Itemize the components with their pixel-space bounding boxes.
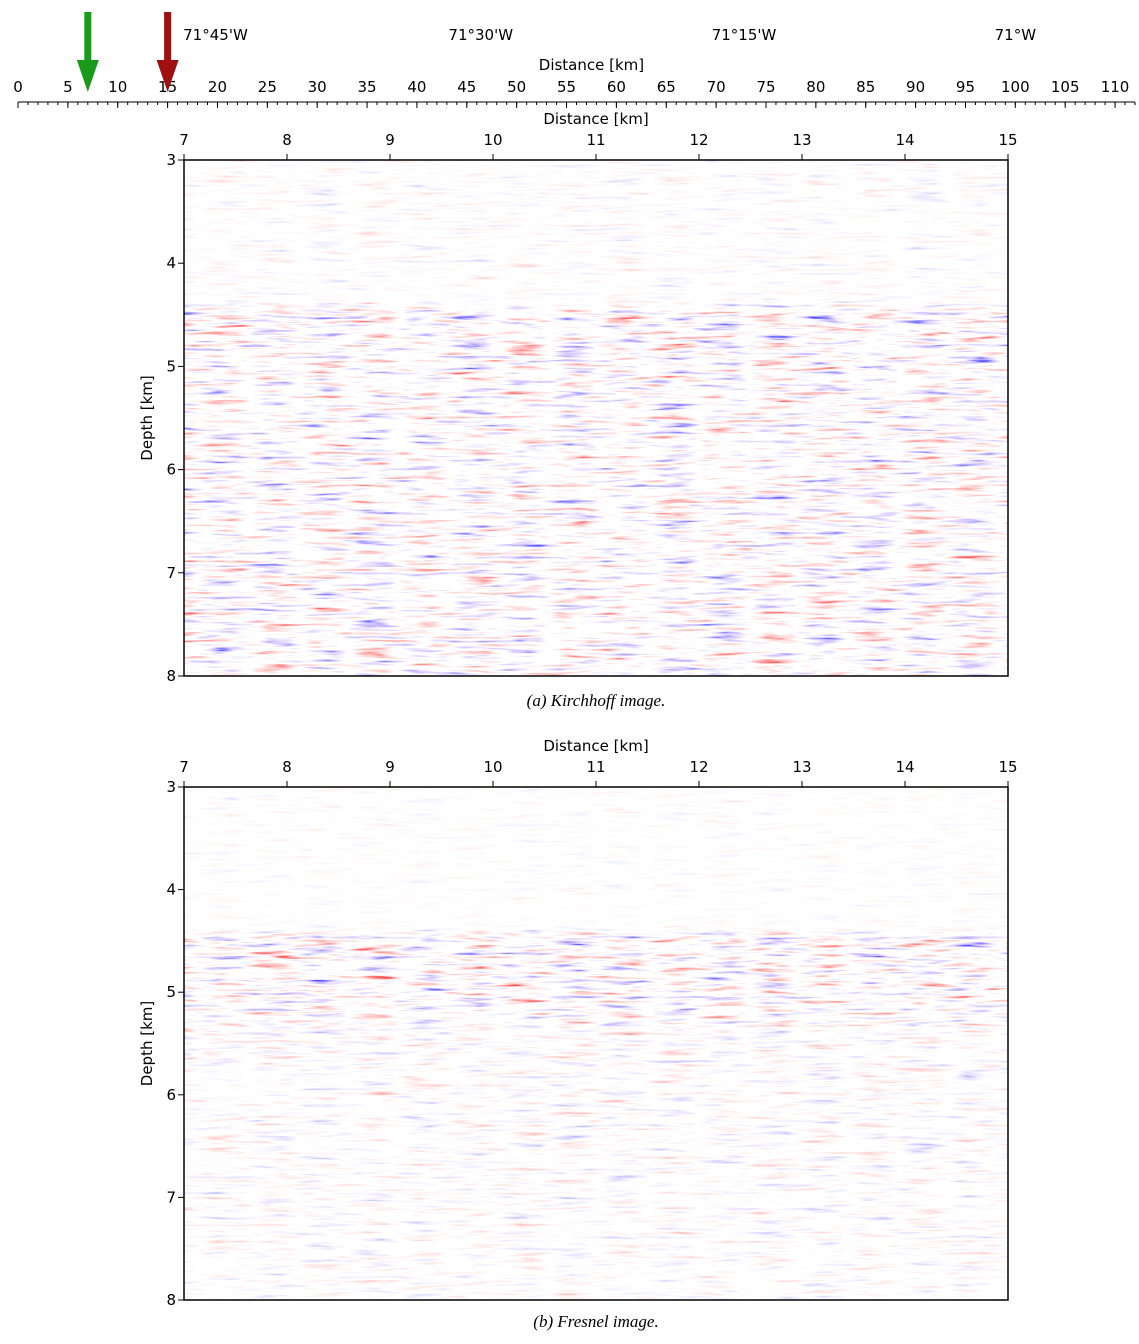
tick-label: 90 xyxy=(906,78,925,96)
x-tick-label: 15 xyxy=(998,131,1017,149)
y-tick-label: 3 xyxy=(166,151,176,169)
x-tick-label: 10 xyxy=(483,131,502,149)
y-tick-label: 6 xyxy=(166,461,176,479)
tick-label: 65 xyxy=(657,78,676,96)
tick-label: 0 xyxy=(13,78,23,96)
x-tick-label: 7 xyxy=(179,131,189,149)
x-tick-label: 11 xyxy=(586,131,605,149)
x-tick-label: 14 xyxy=(895,758,914,776)
y-tick-label: 5 xyxy=(166,983,176,1001)
arrow-head xyxy=(76,60,99,92)
longitude-label: 71°W xyxy=(995,26,1037,44)
x-tick-label: 8 xyxy=(282,131,292,149)
y-tick-label: 4 xyxy=(166,254,176,272)
tick-label: 10 xyxy=(108,78,127,96)
caption: (b) Fresnel image. xyxy=(533,1312,658,1331)
tick-label: 5 xyxy=(63,78,73,96)
x-tick-label: 9 xyxy=(385,758,395,776)
image-shading xyxy=(184,787,1008,1300)
y-tick-label: 8 xyxy=(166,667,176,685)
tick-label: 35 xyxy=(358,78,377,96)
tick-label: 110 xyxy=(1101,78,1130,96)
y-axis-label: Depth [km] xyxy=(138,1001,156,1086)
caption: (a) Kirchhoff image. xyxy=(527,691,666,710)
x-tick-label: 14 xyxy=(895,131,914,149)
y-tick-label: 7 xyxy=(166,564,176,582)
longitude-label: 71°45'W xyxy=(183,26,248,44)
location-arrow xyxy=(76,12,99,92)
x-tick-label: 12 xyxy=(689,131,708,149)
x-tick-label: 7 xyxy=(179,758,189,776)
tick-label: 100 xyxy=(1001,78,1030,96)
y-tick-label: 6 xyxy=(166,1086,176,1104)
tick-label: 70 xyxy=(707,78,726,96)
tick-label: 60 xyxy=(607,78,626,96)
tick-label: 40 xyxy=(407,78,426,96)
tick-label: 80 xyxy=(806,78,825,96)
tick-label: 20 xyxy=(208,78,227,96)
tick-label: 75 xyxy=(756,78,775,96)
x-tick-label: 13 xyxy=(792,131,811,149)
tick-label: 105 xyxy=(1051,78,1080,96)
y-tick-label: 3 xyxy=(166,778,176,796)
arrow-shaft xyxy=(84,12,92,64)
tick-label: 30 xyxy=(308,78,327,96)
y-tick-label: 8 xyxy=(166,1291,176,1309)
x-tick-label: 8 xyxy=(282,758,292,776)
x-tick-label: 15 xyxy=(998,758,1017,776)
y-tick-label: 5 xyxy=(166,357,176,375)
location-arrow xyxy=(156,12,179,92)
tick-label: 95 xyxy=(956,78,975,96)
tick-label: 85 xyxy=(856,78,875,96)
tick-label: 25 xyxy=(258,78,277,96)
y-tick-label: 7 xyxy=(166,1188,176,1206)
longitude-label: 71°15'W xyxy=(712,26,777,44)
arrow-shaft xyxy=(164,12,172,64)
x-tick-label: 13 xyxy=(792,758,811,776)
x-tick-label: 10 xyxy=(483,758,502,776)
x-axis-label: Distance [km] xyxy=(543,737,648,755)
tick-label: 45 xyxy=(457,78,476,96)
axis-label: Distance [km] xyxy=(539,56,644,74)
x-axis-label: Distance [km] xyxy=(543,110,648,128)
x-tick-label: 11 xyxy=(586,758,605,776)
x-tick-label: 12 xyxy=(689,758,708,776)
image-shading xyxy=(184,160,1008,676)
x-tick-label: 9 xyxy=(385,131,395,149)
arrow-head xyxy=(156,60,179,92)
longitude-label: 71°30'W xyxy=(448,26,513,44)
tick-label: 50 xyxy=(507,78,526,96)
y-tick-label: 4 xyxy=(166,881,176,899)
tick-label: 55 xyxy=(557,78,576,96)
y-axis-label: Depth [km] xyxy=(138,375,156,460)
